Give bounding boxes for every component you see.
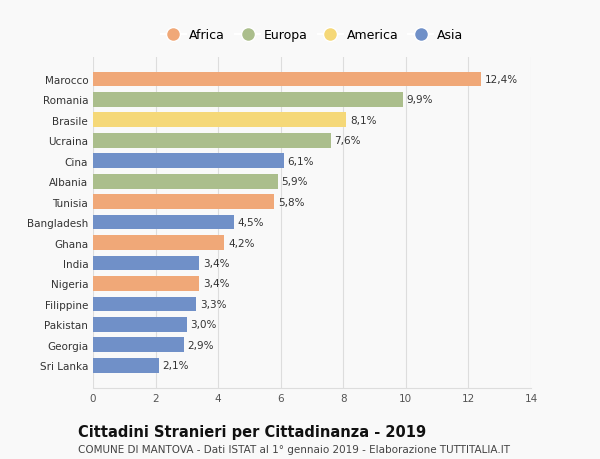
- Bar: [93, 195, 274, 210]
- Bar: [93, 235, 224, 250]
- Text: 7,6%: 7,6%: [335, 136, 361, 146]
- Bar: [93, 317, 187, 332]
- Text: 3,3%: 3,3%: [200, 299, 226, 309]
- Bar: [93, 73, 481, 87]
- Text: 8,1%: 8,1%: [350, 116, 377, 126]
- Text: COMUNE DI MANTOVA - Dati ISTAT al 1° gennaio 2019 - Elaborazione TUTTITALIA.IT: COMUNE DI MANTOVA - Dati ISTAT al 1° gen…: [78, 444, 510, 454]
- Text: 3,4%: 3,4%: [203, 279, 230, 289]
- Bar: [93, 215, 234, 230]
- Bar: [93, 276, 199, 291]
- Bar: [93, 297, 196, 312]
- Legend: Africa, Europa, America, Asia: Africa, Europa, America, Asia: [155, 24, 469, 47]
- Bar: [93, 338, 184, 353]
- Text: 5,9%: 5,9%: [281, 177, 308, 187]
- Text: 4,5%: 4,5%: [238, 218, 264, 228]
- Bar: [93, 174, 278, 189]
- Text: 12,4%: 12,4%: [485, 75, 518, 85]
- Text: Cittadini Stranieri per Cittadinanza - 2019: Cittadini Stranieri per Cittadinanza - 2…: [78, 425, 426, 440]
- Text: 2,9%: 2,9%: [187, 340, 214, 350]
- Bar: [93, 358, 158, 373]
- Text: 2,1%: 2,1%: [163, 360, 189, 370]
- Bar: [93, 93, 403, 107]
- Text: 3,0%: 3,0%: [191, 319, 217, 330]
- Text: 3,4%: 3,4%: [203, 258, 230, 269]
- Text: 4,2%: 4,2%: [228, 238, 254, 248]
- Bar: [93, 154, 284, 169]
- Text: 9,9%: 9,9%: [406, 95, 433, 105]
- Bar: [93, 134, 331, 148]
- Bar: [93, 256, 199, 271]
- Text: 5,8%: 5,8%: [278, 197, 305, 207]
- Bar: [93, 113, 346, 128]
- Text: 6,1%: 6,1%: [287, 157, 314, 166]
